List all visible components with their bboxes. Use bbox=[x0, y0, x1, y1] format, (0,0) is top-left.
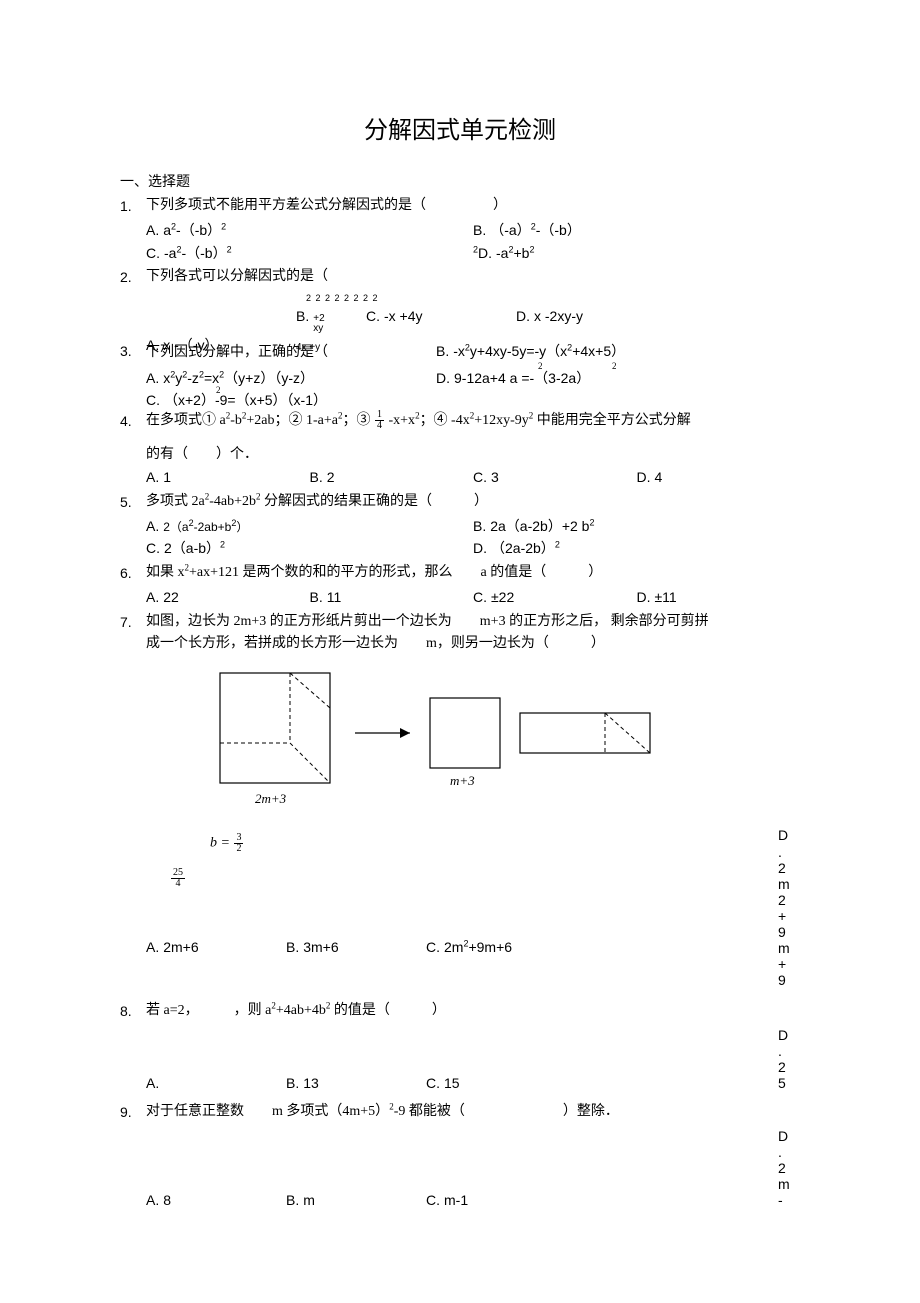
q1-stem-a: 下列多项式不能用平方差公式分解因式的是（ bbox=[146, 198, 426, 213]
q1-opt-d: 2 D. -a2+b2 bbox=[473, 242, 800, 264]
q6-opt-c: C.±22 bbox=[473, 586, 637, 608]
q7-figure: 2m+3 m+3 m bbox=[200, 663, 800, 813]
fig-2m3-label: 2m+3 bbox=[255, 791, 287, 806]
q3-opt-a: A. x2y2-z2=x2（y+z）（y-z） bbox=[146, 367, 436, 389]
q4-opt-d: D.4 bbox=[637, 466, 801, 488]
q6-opt-d: D.±11 bbox=[637, 586, 801, 608]
q8-opts: A. B.13 C.15 D . 2 5 bbox=[120, 1027, 800, 1091]
q9-num: 9. bbox=[120, 1101, 146, 1123]
q2-opt-c: C. -x +4y bbox=[366, 305, 516, 327]
q7-line1: 如图，边长为 2m+3 的正方形纸片剪出一个边长为 m+3 的正方形之后， 剩余… bbox=[146, 611, 800, 633]
question-2: 2. 下列各式可以分解因式的是（ 2 2 2 2 2 2 2 2 B. +2 x… bbox=[120, 266, 800, 356]
q2-stem: 下列各式可以分解因式的是（ bbox=[146, 266, 800, 288]
q8-num: 8. bbox=[120, 1000, 146, 1022]
q8-opt-a: A. bbox=[146, 1075, 286, 1091]
q1-num: 1. bbox=[120, 195, 146, 217]
q2-num: 2. bbox=[120, 266, 146, 288]
q4-opt-b: B.2 bbox=[310, 466, 474, 488]
q4-num: 4. bbox=[120, 410, 146, 432]
q4-line2: 的有（ ）个． bbox=[146, 444, 800, 466]
question-4: 4. 在多项式① a2-b2+2ab；② 1-a+a2；③ 14 -x+x2；④… bbox=[120, 410, 800, 489]
q4-frac: 14 bbox=[375, 410, 384, 431]
page-title: 分解因式单元检测 bbox=[120, 110, 800, 145]
q5-stem: 多项式 2a2-4ab+2b2 分解因式的结果正确的是（ ） bbox=[146, 491, 800, 513]
q1-opt-c: C. -a2-（-b）2 bbox=[146, 242, 473, 264]
q7-eq: b = 32 bbox=[210, 833, 778, 854]
q5-opt-c: C.2（a-b）2 bbox=[146, 537, 473, 559]
q7-frac25: 254 bbox=[170, 868, 778, 889]
q2-opt-a: A. x -（-y） bbox=[146, 334, 296, 356]
q1-stem: 下列多项式不能用平方差公式分解因式的是（ ） bbox=[146, 195, 800, 217]
q7-svg: 2m+3 m+3 m bbox=[200, 663, 660, 813]
page: 分解因式单元检测 一、选择题 1. 下列多项式不能用平方差公式分解因式的是（ ）… bbox=[0, 0, 920, 1248]
question-9: 9. 对于任意正整数 m 多项式（4m+5）2-9 都能被（ ）整除． bbox=[120, 1101, 800, 1125]
q2-opt-d: D. x -2xy-y bbox=[516, 305, 583, 327]
q5-opt-b: B.2a（a-2b）+2 b2 bbox=[473, 515, 800, 537]
q5-opt-a: A.2（a2-2ab+b2） bbox=[146, 515, 473, 537]
q7-opt-c: C.2m2+9m+6 bbox=[426, 939, 566, 955]
question-1: 1. 下列多项式不能用平方差公式分解因式的是（ ） A. a2-（-b）2 B.… bbox=[120, 195, 800, 264]
q6-num: 6. bbox=[120, 562, 146, 584]
q8-opt-b: B.13 bbox=[286, 1075, 426, 1091]
question-5: 5. 多项式 2a2-4ab+2b2 分解因式的结果正确的是（ ） A.2（a2… bbox=[120, 491, 800, 560]
q2-sup-row: 2 2 2 2 2 2 2 2 bbox=[306, 291, 800, 305]
q4-opt-c: C.3 bbox=[473, 466, 637, 488]
q9-opt-b: B.m bbox=[286, 1192, 426, 1208]
q6-opt-a: A.22 bbox=[146, 586, 310, 608]
q9-opt-d: D . 2 m - bbox=[778, 1128, 800, 1208]
q2-b-extra: 4x +y bbox=[296, 334, 366, 356]
q3-opt-d: D. 9-12a+4 a =-（3-2a） 2 2 bbox=[436, 367, 590, 389]
q7-opt-a: A.2m+6 bbox=[146, 939, 286, 955]
q1-opt-b: B. （-a）2-（-b） bbox=[473, 219, 800, 241]
q8-stem: 若 a=2， ，则 a2+4ab+4b2 的值是（ ） bbox=[146, 1000, 800, 1022]
q3-opt-c: C. （x+2）-9=（x+5）（x-1） 2 bbox=[146, 389, 800, 411]
q7-num: 7. bbox=[120, 611, 146, 633]
q5-opt-d: D.（2a-2b）2 bbox=[473, 537, 800, 559]
q9-opt-a: A.8 bbox=[146, 1192, 286, 1208]
question-7: 7. 如图，边长为 2m+3 的正方形纸片剪出一个边长为 m+3 的正方形之后，… bbox=[120, 611, 800, 656]
q9-opts: A.8 B.m C.m-1 D . 2 m - bbox=[120, 1128, 800, 1208]
q7-opt-b: B.3m+6 bbox=[286, 939, 426, 955]
q8-opt-c: C.15 bbox=[426, 1075, 566, 1091]
q2-opt-b: B. +2 xy bbox=[296, 305, 366, 334]
q6-opt-b: B.11 bbox=[310, 586, 474, 608]
q7-block: b = 32 254 A.2m+6 B.3m+6 C.2m2+9m+6 D . … bbox=[120, 827, 800, 988]
q1-stem-b: ） bbox=[493, 198, 507, 213]
q9-opt-c: C.m-1 bbox=[426, 1192, 566, 1208]
fig-m3-label: m+3 bbox=[450, 773, 475, 788]
question-6: 6. 如果 x2+ax+121 是两个数的和的平方的形式，那么 a 的值是（ ）… bbox=[120, 562, 800, 609]
q7-line2: 成一个长方形，若拼成的长方形一边长为 m，则另一边长为（ ） bbox=[146, 633, 800, 655]
q1-opt-a: A. a2-（-b）2 bbox=[146, 219, 473, 241]
q4-stem: 在多项式① a2-b2+2ab；② 1-a+a2；③ 14 -x+x2；④ -4… bbox=[146, 410, 800, 432]
q8-opt-d: D . 2 5 bbox=[778, 1027, 800, 1091]
q4-opt-a: A.1 bbox=[146, 466, 310, 488]
q5-num: 5. bbox=[120, 491, 146, 513]
q7-opt-d: D . 2 m 2 + 9 m + 9 bbox=[778, 827, 800, 988]
q9-stem: 对于任意正整数 m 多项式（4m+5）2-9 都能被（ ）整除． bbox=[146, 1101, 800, 1123]
question-8: 8. 若 a=2， ，则 a2+4ab+4b2 的值是（ ） bbox=[120, 1000, 800, 1024]
section-heading: 一、选择题 bbox=[120, 171, 800, 191]
q6-stem: 如果 x2+ax+121 是两个数的和的平方的形式，那么 a 的值是（ ） bbox=[146, 562, 800, 584]
